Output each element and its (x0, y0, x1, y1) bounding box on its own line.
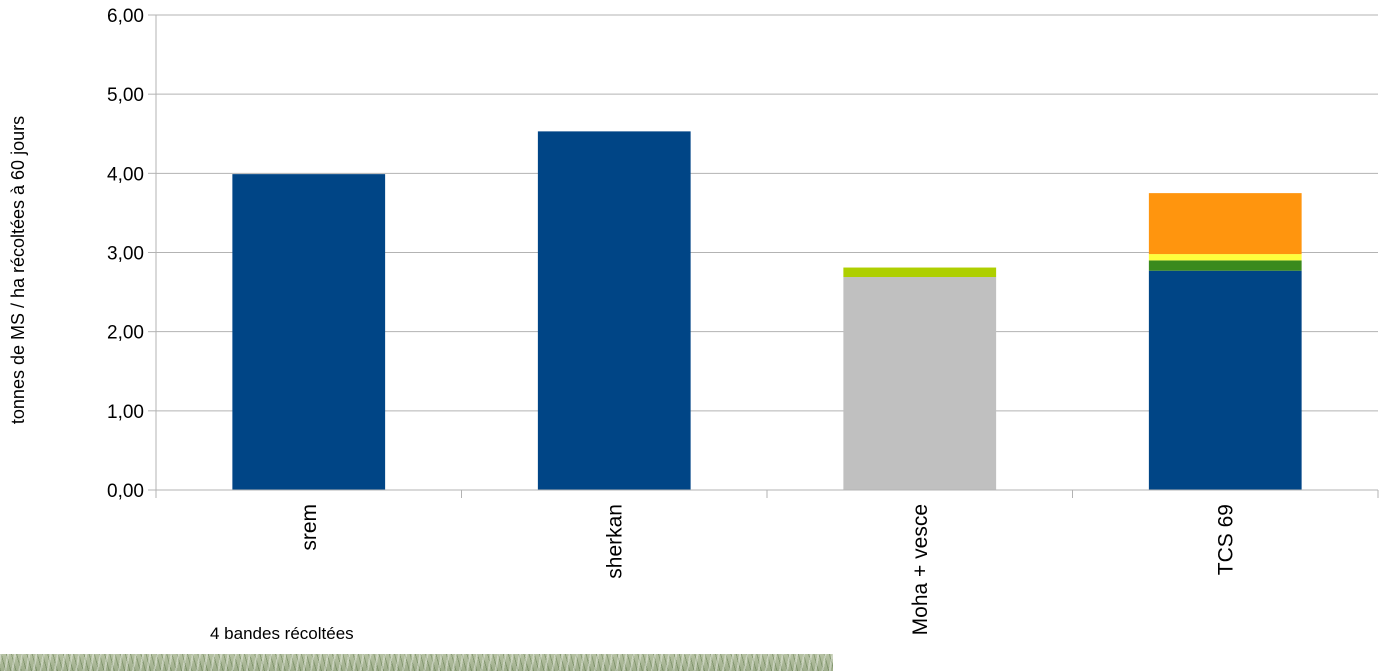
y-tick-label: 6,00 (107, 6, 144, 27)
bars (232, 131, 1302, 490)
bar-segment (843, 267, 997, 278)
y-tick-label: 0,00 (107, 481, 144, 502)
photo-caption: 4 bandes récoltées (210, 624, 354, 643)
bar-segment (843, 277, 997, 490)
y-tick-label: 2,00 (107, 323, 144, 344)
bar-segment (537, 131, 691, 490)
y-tick-label: 1,00 (107, 402, 144, 423)
bar-segment (1148, 254, 1302, 261)
y-tick-label: 3,00 (107, 244, 144, 265)
x-tick-labels: srem sherkan Moha + vesce TCS 69 (298, 504, 1238, 635)
bar-segment (1148, 260, 1302, 271)
bar-segment (1148, 270, 1302, 490)
bar-segment (1148, 193, 1302, 255)
x-tick-label: sherkan (603, 504, 626, 579)
x-tick-label: srem (298, 504, 321, 551)
y-tick-labels: 0,00 1,00 2,00 3,00 4,00 5,00 6,00 (107, 6, 144, 502)
grass-photo-icon (0, 654, 833, 671)
y-tick-label: 4,00 (107, 164, 144, 185)
x-tick-label: Moha + vesce (909, 504, 932, 635)
y-axis-title: tonnes de MS / ha récoltées à 60 jours (8, 116, 28, 424)
bar-segment (232, 174, 386, 490)
y-tick-label: 5,00 (107, 85, 144, 106)
x-tick-label: TCS 69 (1214, 504, 1237, 575)
axes (155, 15, 1379, 498)
